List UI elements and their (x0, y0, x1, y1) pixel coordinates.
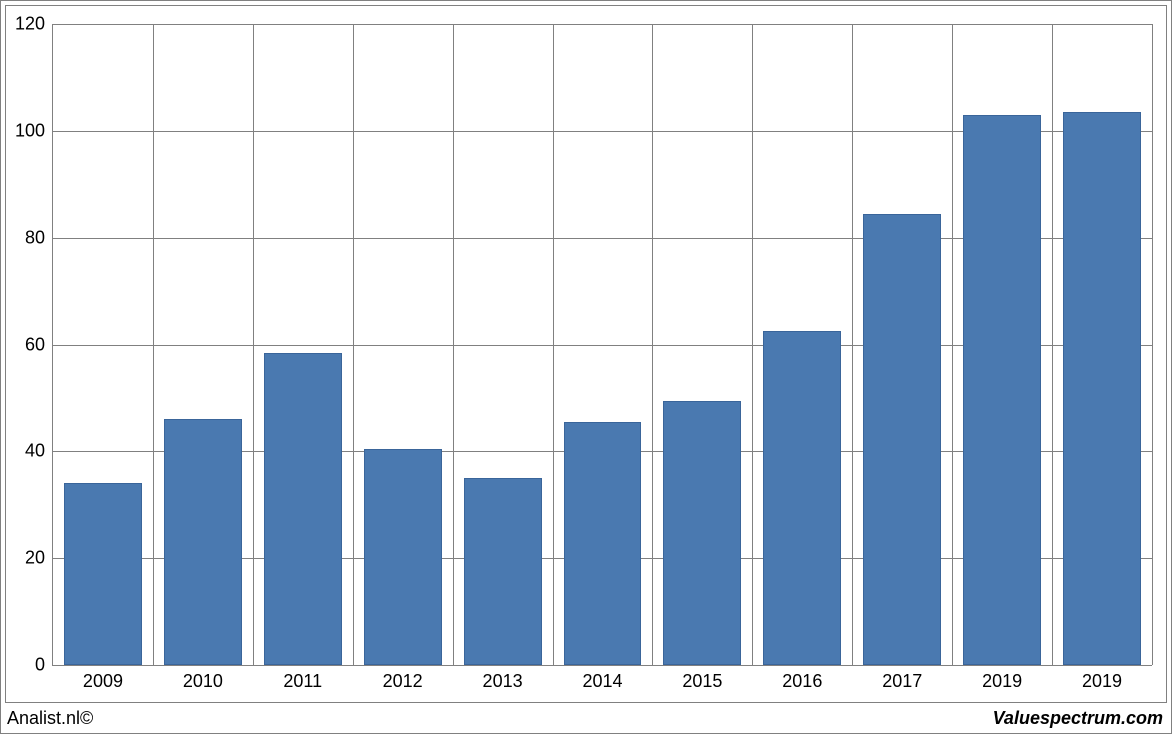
x-tick-label: 2010 (183, 665, 223, 692)
y-tick-label: 40 (25, 441, 53, 462)
x-tick-label: 2012 (383, 665, 423, 692)
y-tick-label: 0 (35, 655, 53, 676)
x-tick-label: 2017 (882, 665, 922, 692)
x-tick-label: 2019 (982, 665, 1022, 692)
footer-right-text: Valuespectrum.com (993, 708, 1163, 729)
plot-area: 020406080100120 200920102011201220132014… (52, 24, 1152, 666)
chart-frame: 020406080100120 200920102011201220132014… (5, 5, 1167, 703)
y-tick-label: 80 (25, 227, 53, 248)
y-tick-label: 120 (15, 14, 53, 35)
y-tick-label: 20 (25, 548, 53, 569)
footer-left-text: Analist.nl© (7, 708, 93, 729)
x-tick-label: 2011 (283, 665, 322, 692)
y-tick-label: 60 (25, 334, 53, 355)
x-tick-label: 2016 (782, 665, 822, 692)
vgrid-line (1152, 24, 1153, 665)
x-tick-label: 2015 (682, 665, 722, 692)
x-axis-labels: 2009201020112012201320142015201620172019… (53, 24, 1152, 665)
x-tick-label: 2019 (1082, 665, 1122, 692)
x-tick-label: 2013 (483, 665, 523, 692)
x-tick-label: 2014 (582, 665, 622, 692)
chart-container: 020406080100120 200920102011201220132014… (0, 0, 1172, 734)
x-tick-label: 2009 (83, 665, 123, 692)
y-tick-label: 100 (15, 120, 53, 141)
